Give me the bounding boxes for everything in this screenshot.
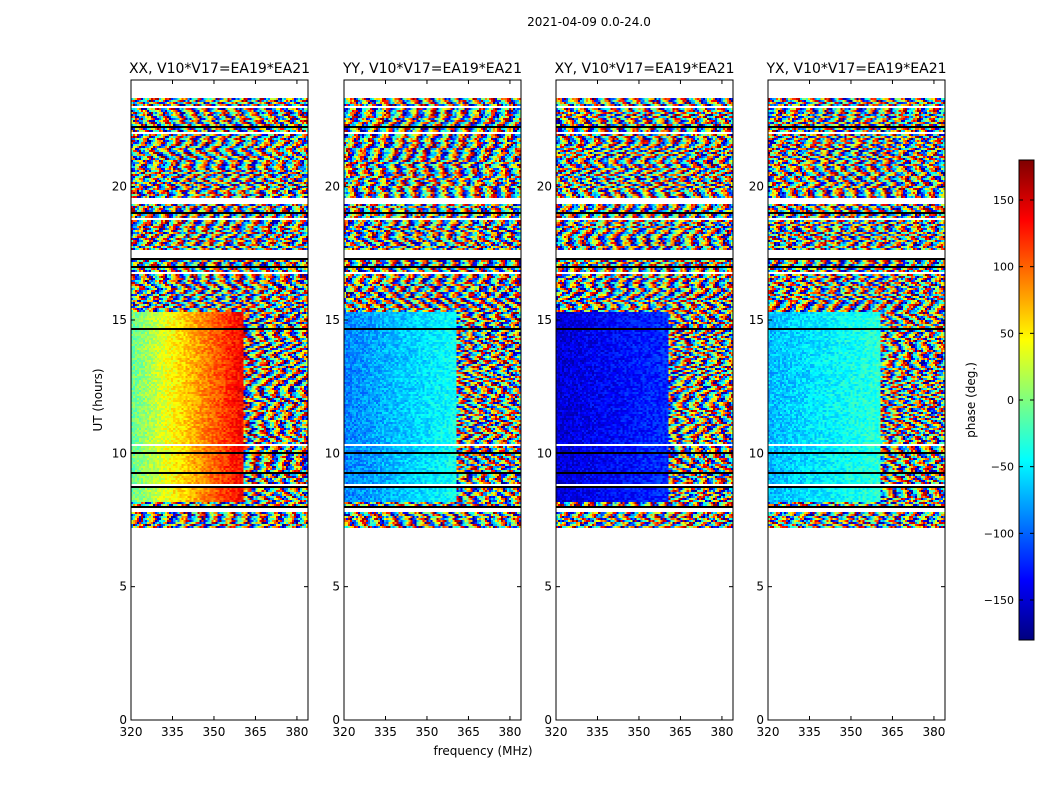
panel-frame [130,79,309,721]
panels-group: XX, V10*V17=EA19*EA21 320 335 350 365 380 0 5 10… [112,61,947,739]
phase-heatmap [131,96,308,528]
panel-title: YY, V10*V17=EA19*EA21 [342,61,522,77]
y-tick-label: 10 [537,446,552,460]
x-tick-label: 350 [203,725,226,739]
colorbar-tick-label: −50 [991,461,1014,474]
panel-title: XX, V10*V17=EA19*EA21 [129,61,310,77]
y-tick-label: 10 [325,446,340,460]
x-tick-label: 320 [333,725,356,739]
x-tick-label: 365 [244,725,267,739]
x-tick-label: 335 [798,725,821,739]
colorbar-tick-label: 150 [993,194,1014,207]
phase-heatmap [768,96,945,528]
figure-suptitle: 2021-04-09 0.0-24.0 [527,15,651,29]
y-tick-label: 15 [537,313,552,327]
y-tick-label: 0 [544,713,552,727]
x-axis-label: frequency (MHz) [433,744,532,758]
y-tick-label: 20 [749,180,764,194]
y-tick-label: 15 [325,313,340,327]
x-tick-label: 335 [161,725,184,739]
y-axis-label: UT (hours) [91,368,105,431]
y-tick-label: 15 [749,313,764,327]
y-tick-label: 0 [332,713,340,727]
x-tick-label: 350 [416,725,439,739]
colorbar-tick-label: −100 [984,527,1014,540]
x-tick-label: 335 [586,725,609,739]
panel-title: XY, V10*V17=EA19*EA21 [554,61,734,77]
panel-2: YY, V10*V17=EA19*EA21 320 335 350 365 380 0 5 10… [325,61,522,739]
y-tick-label: 20 [537,180,552,194]
y-tick-label: 5 [332,580,340,594]
y-tick-label: 0 [756,713,764,727]
panel-frame [767,79,946,721]
panel-title: YX, V10*V17=EA19*EA21 [765,61,946,77]
panel-frame [343,79,522,721]
colorbar-label: phase (deg.) [964,362,978,438]
y-tick-label: 20 [325,180,340,194]
panel-4: YX, V10*V17=EA19*EA21 320 335 350 365 380 0 5 10… [749,61,947,739]
x-tick-label: 380 [498,725,521,739]
colorbar-tick-label: 50 [1000,327,1014,340]
y-tick-label: 10 [749,446,764,460]
x-tick-label: 365 [457,725,480,739]
phase-heatmap [556,96,733,528]
panel-1: XX, V10*V17=EA19*EA21 320 335 350 365 380 0 5 10… [112,61,310,739]
colorbar-tick-label: 100 [993,261,1014,274]
panel-3: XY, V10*V17=EA19*EA21 320 335 350 365 380 0 5 10… [537,61,735,739]
x-tick-label: 350 [628,725,651,739]
y-tick-label: 5 [756,580,764,594]
x-tick-label: 365 [669,725,692,739]
x-tick-label: 380 [922,725,945,739]
x-tick-label: 320 [757,725,780,739]
colorbar-ticks: −150 −100 −50 0 50 100 150 [984,194,1034,607]
y-tick-label: 0 [119,713,127,727]
x-tick-label: 320 [120,725,143,739]
x-tick-label: 380 [710,725,733,739]
x-tick-label: 350 [840,725,863,739]
y-tick-label: 5 [544,580,552,594]
x-tick-label: 335 [374,725,397,739]
x-tick-label: 365 [881,725,904,739]
x-tick-label: 320 [545,725,568,739]
colorbar-tick-label: 0 [1007,394,1014,407]
colorbar-tick-label: −150 [984,594,1014,607]
panel-frame [555,79,734,721]
y-tick-label: 10 [112,446,127,460]
y-tick-label: 15 [112,313,127,327]
phase-heatmap [344,96,521,528]
y-tick-label: 20 [112,180,127,194]
y-tick-label: 5 [119,580,127,594]
colorbar: −150 −100 −50 0 50 100 150 phase (deg.) [964,159,1035,641]
x-tick-label: 380 [285,725,308,739]
